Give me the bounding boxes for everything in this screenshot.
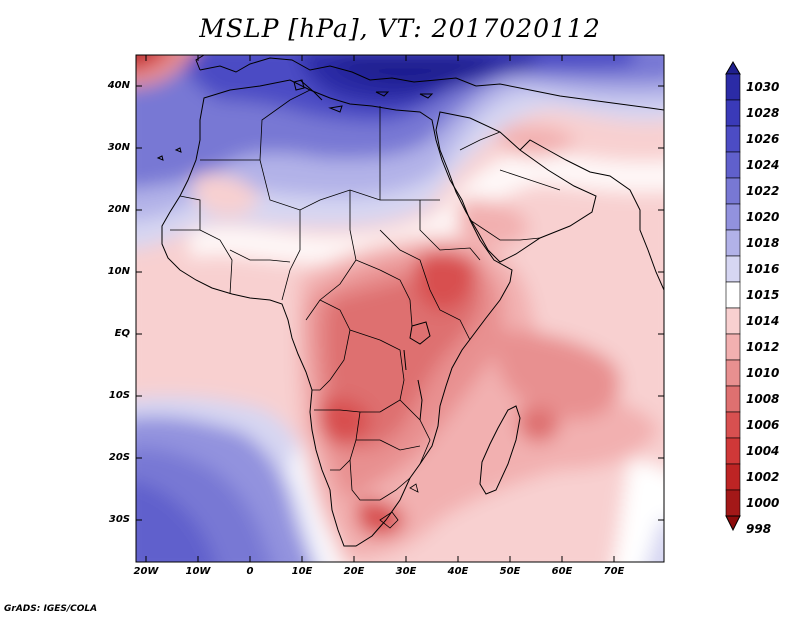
borders [170, 89, 561, 529]
colorbar-label-1022: 1022 [746, 184, 780, 198]
colorbar-swatch [725, 99, 741, 127]
coastlines [156, 55, 664, 547]
colorbar-label-1016: 1016 [746, 262, 780, 276]
lon-label-50e: 50E [499, 566, 521, 577]
lat-label-20s: 20S [108, 452, 130, 463]
colorbar-label-1002: 1002 [746, 470, 780, 484]
colorbar-label-1000: 1000 [746, 496, 780, 510]
colorbar-swatch [725, 151, 741, 179]
colorbar-swatch [725, 437, 741, 465]
lon-label-70e: 70E [603, 566, 625, 577]
colorbar-label-998: 998 [746, 522, 772, 536]
colorbar-swatch [725, 73, 741, 101]
colorbar-swatch [725, 307, 741, 335]
colorbar-label-1024: 1024 [746, 158, 780, 172]
lat-ticks [136, 85, 664, 521]
colorbar-label-1028: 1028 [746, 106, 780, 120]
lon-label-60e: 60E [551, 566, 573, 577]
colorbar-swatch [725, 385, 741, 413]
lat-label-10n: 10N [107, 266, 130, 277]
colorbar-swatch [725, 203, 741, 231]
colorbar-arrow-top [725, 61, 741, 75]
colorbar-label-1015: 1015 [746, 288, 780, 302]
colorbar-swatch [725, 463, 741, 491]
colorbar-label-1008: 1008 [746, 392, 780, 406]
lon-label-40e: 40E [447, 566, 469, 577]
lon-label-20w: 20W [133, 566, 159, 577]
colorbar [725, 61, 741, 532]
lat-label-40n: 40N [107, 80, 130, 91]
lon-ticks [145, 55, 615, 562]
lon-label-20e: 20E [343, 566, 365, 577]
colorbar-swatch [725, 229, 741, 257]
colorbar-swatch [725, 489, 741, 517]
lon-label-30e: 30E [395, 566, 417, 577]
colorbar-label-1012: 1012 [746, 340, 780, 354]
colorbar-label-1020: 1020 [746, 210, 780, 224]
colorbar-label-1026: 1026 [746, 132, 780, 146]
grads-credit: GrADS: IGES/COLA [4, 604, 98, 614]
lat-label-eq: EQ [114, 328, 130, 339]
colorbar-swatch [725, 125, 741, 153]
colorbar-label-1014: 1014 [746, 314, 780, 328]
colorbar-label-1006: 1006 [746, 418, 780, 432]
colorbar-label-1030: 1030 [746, 80, 780, 94]
lat-label-30n: 30N [107, 142, 130, 153]
colorbar-label-1004: 1004 [746, 444, 780, 458]
lon-label-0: 0 [246, 566, 254, 577]
colorbar-label-1010: 1010 [746, 366, 780, 380]
pressure-field [136, 55, 664, 562]
map-title: MSLP [hPa], VT: 2017020112 [199, 14, 601, 43]
colorbar-label-1018: 1018 [746, 236, 780, 250]
colorbar-swatch [725, 411, 741, 439]
colorbar-swatch [725, 281, 741, 309]
colorbar-swatch [725, 177, 741, 205]
lon-label-10e: 10E [291, 566, 313, 577]
colorbar-swatch [725, 255, 741, 283]
colorbar-arrow-bottom [725, 515, 741, 532]
lat-label-20n: 20N [107, 204, 130, 215]
colorbar-swatch [725, 359, 741, 387]
lat-label-10s: 10S [108, 390, 130, 401]
plot-frame [135, 54, 665, 563]
colorbar-swatch [725, 333, 741, 361]
lat-label-30s: 30S [108, 514, 130, 525]
lon-label-10w: 10W [185, 566, 211, 577]
